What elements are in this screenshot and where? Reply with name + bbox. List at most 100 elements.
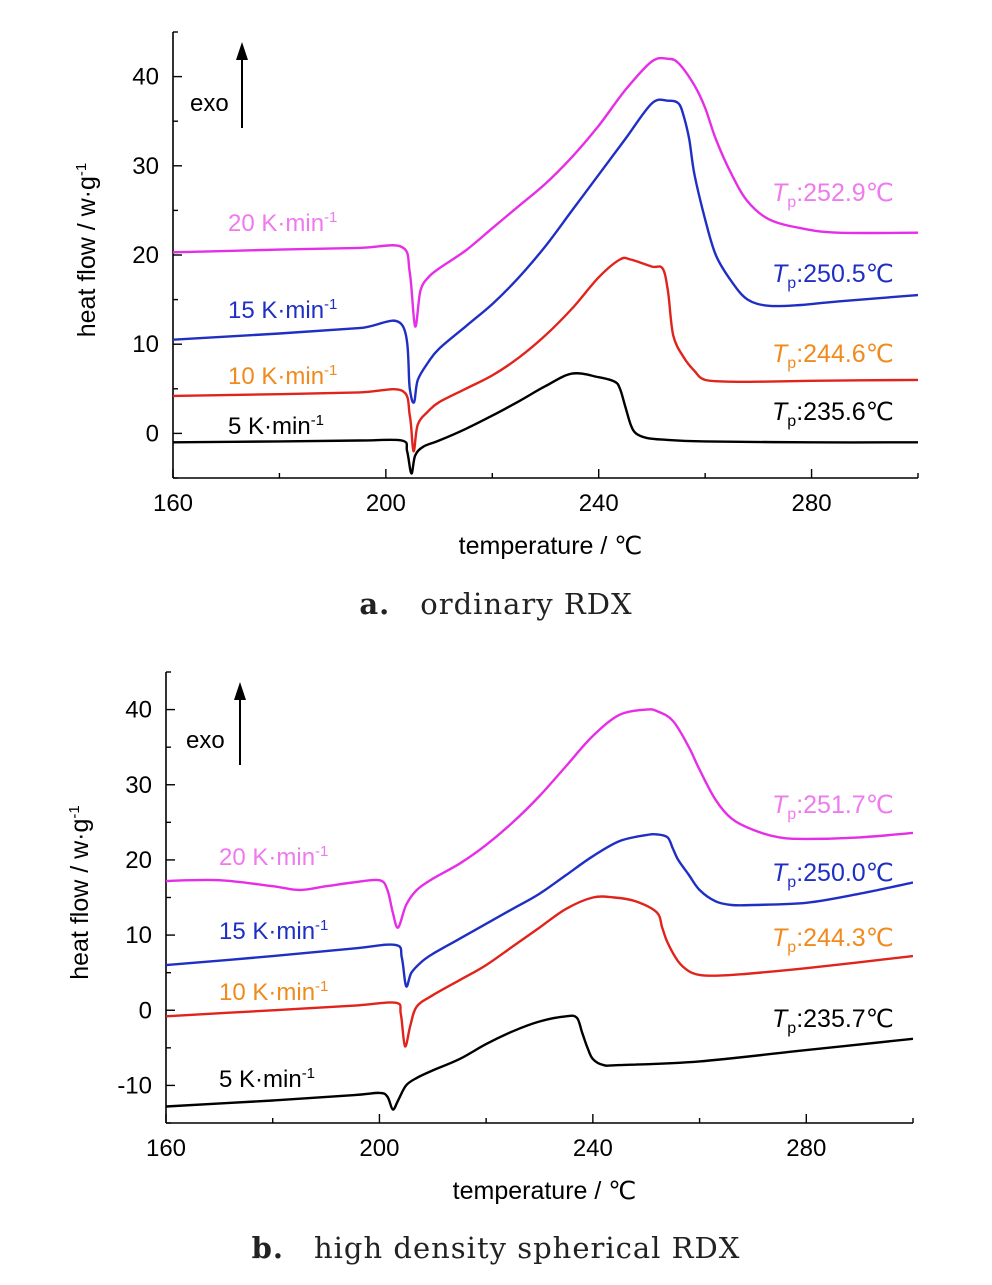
tp-value: :252.9℃ bbox=[796, 179, 894, 207]
series-rate-text: 10 K·min bbox=[228, 363, 324, 390]
series-rate-label: 20 K·min-1 bbox=[219, 843, 328, 871]
y-axis-title-superscript: -1 bbox=[66, 805, 83, 818]
y-tick-label: 30 bbox=[132, 153, 159, 180]
tp-value: :235.6℃ bbox=[796, 398, 894, 426]
y-tick-label: 0 bbox=[139, 997, 152, 1024]
x-tick-label: 280 bbox=[792, 490, 832, 517]
y-tick-label: 30 bbox=[125, 772, 152, 799]
series-rate-label: 10 K·min-1 bbox=[228, 362, 337, 390]
series-rate-text: 5 K·min bbox=[219, 1066, 302, 1093]
series-tp-label: Tp:252.9℃ bbox=[772, 179, 894, 211]
x-axis-title: temperature / ℃ bbox=[453, 1177, 637, 1205]
panel-caption: b. high density spherical RDX bbox=[252, 1231, 741, 1265]
series-tp-label: Tp:235.7℃ bbox=[772, 1005, 894, 1037]
y-tick-label: 40 bbox=[132, 64, 159, 91]
x-tick-label: 160 bbox=[153, 490, 193, 517]
x-tick-label: 160 bbox=[146, 1135, 186, 1162]
chart-panel-a: 160 200 240 280 0 10 20 30 40 temperature / ℃ heat… bbox=[73, 31, 919, 621]
tp-value: :244.3℃ bbox=[796, 924, 894, 952]
y-tick-label: 40 bbox=[125, 697, 152, 724]
series-line-15k bbox=[166, 832, 913, 988]
chart-panel-b: 160 200 240 280 -10 0 10 20 30 40 temperature / ℃ h… bbox=[66, 671, 914, 1265]
panel-caption: a. ordinary RDX bbox=[359, 587, 632, 621]
series-rate-text: 15 K·min bbox=[228, 297, 324, 324]
series-line-5k bbox=[166, 1014, 913, 1111]
tp-subscript: p bbox=[787, 1020, 796, 1037]
series-tp-label: Tp:244.3℃ bbox=[772, 924, 894, 956]
series-tp-label: Tp:250.0℃ bbox=[772, 859, 894, 891]
tp-subscript: p bbox=[787, 413, 796, 430]
series-rate-label: 10 K·min-1 bbox=[219, 978, 328, 1006]
series-line-5k bbox=[173, 372, 918, 475]
caption-letter: b. bbox=[252, 1231, 284, 1265]
tp-value: :250.0℃ bbox=[796, 859, 894, 887]
y-tick-label: 10 bbox=[132, 331, 159, 358]
tp-symbol: T bbox=[772, 398, 789, 426]
tp-subscript: p bbox=[787, 874, 796, 891]
tp-subscript: p bbox=[787, 275, 796, 292]
series-line-20k bbox=[173, 56, 918, 328]
series-tp-label: Tp:235.6℃ bbox=[772, 398, 894, 430]
tp-symbol: T bbox=[772, 859, 789, 887]
x-tick-label: 200 bbox=[366, 490, 406, 517]
caption-text: high density spherical RDX bbox=[284, 1231, 740, 1265]
series-line-10k bbox=[166, 895, 913, 1048]
y-axis-title-text: heat flow / w·g bbox=[66, 819, 94, 980]
y-tick-label: 10 bbox=[125, 922, 152, 949]
series-rate-superscript: -1 bbox=[302, 1065, 315, 1082]
exo-arrow-head bbox=[234, 682, 246, 700]
tp-value: :251.7℃ bbox=[796, 791, 894, 819]
caption-letter: a. bbox=[359, 587, 390, 621]
tp-subscript: p bbox=[787, 939, 796, 956]
series-rate-text: 20 K·min bbox=[228, 210, 324, 237]
series-rate-label: 15 K·min-1 bbox=[228, 296, 337, 324]
series-line-10k bbox=[173, 256, 918, 453]
series-rate-text: 15 K·min bbox=[219, 918, 315, 945]
tp-symbol: T bbox=[772, 260, 789, 288]
series-line-20k bbox=[166, 708, 913, 929]
series-rate-superscript: -1 bbox=[324, 296, 337, 313]
series-rate-superscript: -1 bbox=[315, 917, 328, 934]
x-axis-title: temperature / ℃ bbox=[459, 532, 643, 560]
series-rate-text: 10 K·min bbox=[219, 979, 315, 1006]
series-tp-label: Tp:244.6℃ bbox=[772, 340, 894, 372]
series-rate-superscript: -1 bbox=[324, 209, 337, 226]
y-tick-label: 20 bbox=[125, 847, 152, 874]
tp-subscript: p bbox=[787, 806, 796, 823]
tp-symbol: T bbox=[772, 179, 789, 207]
y-axis-title: heat flow / w·g-1 bbox=[73, 163, 101, 338]
series-rate-label: 20 K·min-1 bbox=[228, 209, 337, 237]
x-tick-label: 240 bbox=[579, 490, 619, 517]
series-rate-superscript: -1 bbox=[324, 362, 337, 379]
exo-arrow-head bbox=[236, 42, 248, 60]
exo-label: exo bbox=[186, 727, 225, 754]
series-rate-superscript: -1 bbox=[311, 412, 324, 429]
series-rate-label: 5 K·min-1 bbox=[219, 1065, 315, 1093]
series-rate-superscript: -1 bbox=[315, 978, 328, 995]
exo-label: exo bbox=[190, 90, 229, 117]
caption-text: ordinary RDX bbox=[390, 587, 632, 621]
tp-subscript: p bbox=[787, 355, 796, 372]
series-rate-label: 5 K·min-1 bbox=[228, 412, 324, 440]
tp-value: :235.7℃ bbox=[796, 1005, 894, 1033]
tp-value: :244.6℃ bbox=[796, 340, 894, 368]
y-tick-label: -10 bbox=[117, 1072, 152, 1099]
series-rate-superscript: -1 bbox=[315, 843, 328, 860]
tp-symbol: T bbox=[772, 791, 789, 819]
y-tick-label: 0 bbox=[146, 420, 159, 447]
x-tick-label: 200 bbox=[359, 1135, 399, 1162]
y-axis-title: heat flow / w·g-1 bbox=[66, 805, 94, 980]
x-tick-label: 240 bbox=[573, 1135, 613, 1162]
x-tick-label: 280 bbox=[786, 1135, 826, 1162]
series-rate-text: 5 K·min bbox=[228, 413, 311, 440]
tp-value: :250.5℃ bbox=[796, 260, 894, 288]
series-line-15k bbox=[173, 98, 918, 404]
series-tp-label: Tp:251.7℃ bbox=[772, 791, 894, 823]
series-tp-label: Tp:250.5℃ bbox=[772, 260, 894, 292]
tp-subscript: p bbox=[787, 194, 796, 211]
tp-symbol: T bbox=[772, 340, 789, 368]
tp-symbol: T bbox=[772, 924, 789, 952]
tp-symbol: T bbox=[772, 1005, 789, 1033]
series-rate-label: 15 K·min-1 bbox=[219, 917, 328, 945]
